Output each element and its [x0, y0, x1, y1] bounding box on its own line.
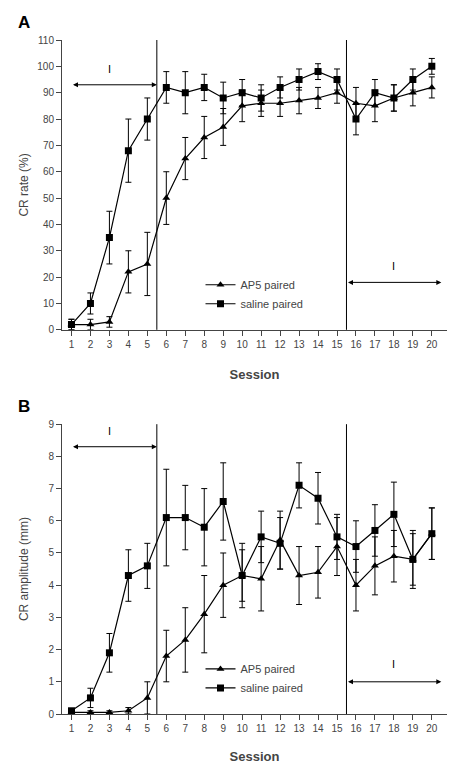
svg-text:CR rate (%): CR rate (%) [17, 153, 31, 216]
svg-text:13: 13 [294, 723, 306, 734]
svg-text:saline paired: saline paired [241, 298, 303, 310]
svg-text:16: 16 [350, 339, 362, 350]
svg-text:9: 9 [48, 419, 54, 430]
svg-text:Session: Session [230, 367, 280, 382]
svg-text:1: 1 [69, 339, 75, 350]
svg-text:5: 5 [145, 339, 151, 350]
svg-text:4: 4 [126, 339, 132, 350]
svg-text:3: 3 [107, 339, 113, 350]
svg-text:17: 17 [369, 723, 381, 734]
svg-text:1: 1 [69, 723, 75, 734]
svg-text:20: 20 [43, 272, 55, 283]
svg-text:2: 2 [88, 723, 94, 734]
svg-text:18: 18 [388, 339, 400, 350]
svg-text:17: 17 [369, 339, 381, 350]
svg-text:6: 6 [48, 515, 54, 526]
svg-text:8: 8 [48, 451, 54, 462]
svg-text:19: 19 [407, 339, 419, 350]
svg-text:A: A [18, 13, 30, 32]
svg-text:13: 13 [294, 339, 306, 350]
svg-text:80: 80 [43, 114, 55, 125]
svg-text:90: 90 [43, 87, 55, 98]
svg-text:AP5 paired: AP5 paired [241, 279, 295, 291]
svg-text:4: 4 [126, 723, 132, 734]
svg-text:40: 40 [43, 219, 55, 230]
svg-text:3: 3 [107, 723, 113, 734]
svg-text:6: 6 [164, 723, 170, 734]
svg-text:60: 60 [43, 166, 55, 177]
svg-text:2: 2 [48, 644, 54, 655]
svg-text:19: 19 [407, 723, 419, 734]
svg-text:50: 50 [43, 193, 55, 204]
svg-text:7: 7 [182, 339, 188, 350]
svg-text:15: 15 [331, 723, 343, 734]
svg-text:70: 70 [43, 140, 55, 151]
svg-text:7: 7 [182, 723, 188, 734]
svg-text:8: 8 [201, 723, 207, 734]
svg-text:1: 1 [48, 676, 54, 687]
svg-text:6: 6 [164, 339, 170, 350]
svg-text:9: 9 [220, 723, 226, 734]
svg-text:I: I [108, 63, 111, 75]
svg-text:15: 15 [331, 339, 343, 350]
svg-text:30: 30 [43, 245, 55, 256]
svg-text:I: I [108, 425, 111, 437]
svg-text:110: 110 [38, 35, 54, 46]
svg-text:4: 4 [48, 580, 54, 591]
svg-text:10: 10 [237, 339, 249, 350]
svg-text:14: 14 [312, 723, 324, 734]
svg-text:AP5 paired: AP5 paired [241, 663, 295, 675]
svg-text:I: I [392, 260, 395, 272]
svg-text:3: 3 [48, 612, 54, 623]
svg-text:20: 20 [426, 723, 438, 734]
svg-text:16: 16 [350, 723, 362, 734]
svg-text:0: 0 [48, 709, 54, 720]
svg-text:18: 18 [388, 723, 400, 734]
svg-text:CR amplitude (mm): CR amplitude (mm) [17, 517, 31, 621]
svg-text:saline paired: saline paired [241, 682, 303, 694]
svg-text:5: 5 [145, 723, 151, 734]
svg-text:2: 2 [88, 339, 94, 350]
svg-text:B: B [18, 397, 30, 416]
svg-text:10: 10 [43, 298, 55, 309]
svg-text:12: 12 [275, 723, 287, 734]
svg-text:Session: Session [230, 749, 280, 764]
svg-text:7: 7 [48, 483, 54, 494]
svg-text:100: 100 [37, 61, 54, 72]
svg-text:10: 10 [237, 723, 249, 734]
svg-text:12: 12 [275, 339, 287, 350]
svg-text:I: I [392, 658, 395, 670]
svg-text:8: 8 [201, 339, 207, 350]
svg-text:11: 11 [256, 339, 267, 350]
svg-text:5: 5 [48, 547, 54, 558]
svg-text:14: 14 [312, 339, 324, 350]
svg-text:20: 20 [426, 339, 438, 350]
svg-text:11: 11 [256, 723, 267, 734]
svg-text:9: 9 [220, 339, 226, 350]
svg-text:0: 0 [48, 324, 54, 335]
